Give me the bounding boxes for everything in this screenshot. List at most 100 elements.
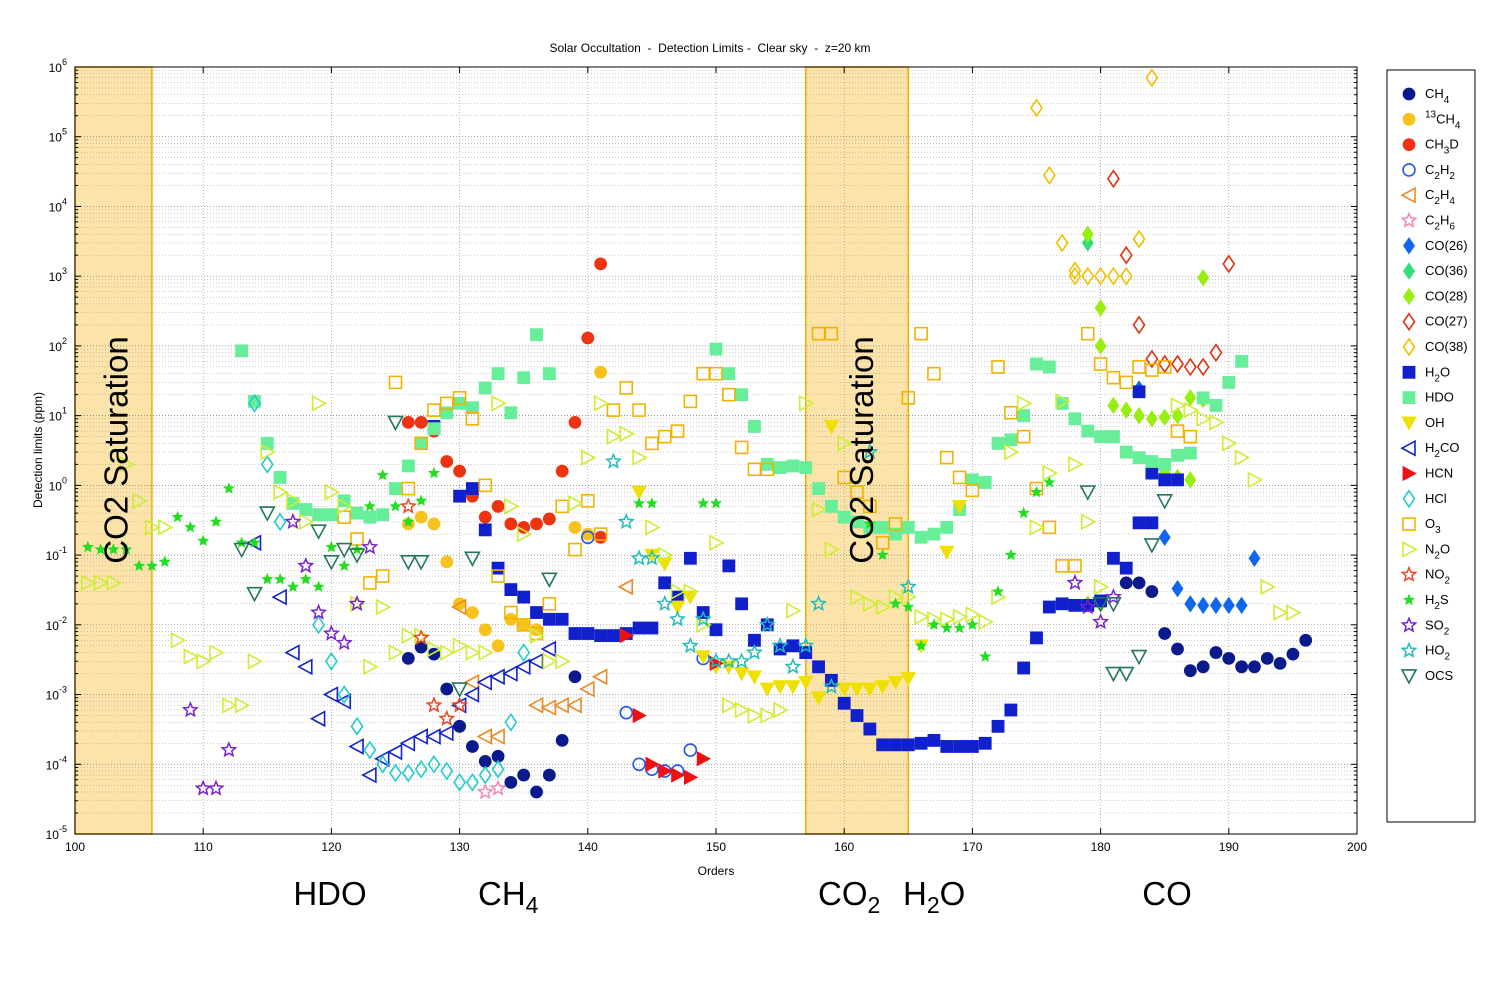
point-SO2 bbox=[310, 603, 328, 620]
point-HCl bbox=[414, 759, 428, 779]
point-SO2 bbox=[1066, 573, 1084, 591]
point-CH4 bbox=[1196, 660, 1210, 674]
legend-label-C2H4: C2H4 bbox=[1425, 187, 1455, 207]
point-OCS bbox=[1079, 485, 1097, 501]
point-O3 bbox=[619, 381, 634, 395]
point-CO(27) bbox=[1106, 169, 1120, 189]
x-tick-label: 140 bbox=[578, 840, 598, 854]
point-N2O bbox=[375, 598, 392, 616]
point-O3 bbox=[824, 326, 839, 341]
point-N2O bbox=[683, 583, 700, 600]
legend-entry-CO(28): CO(28) bbox=[1403, 287, 1468, 306]
label-h2o-h: H bbox=[903, 875, 927, 912]
series-N2O bbox=[81, 393, 1302, 724]
point-N2O bbox=[363, 658, 379, 676]
point-N2O bbox=[388, 644, 405, 661]
legend-entry-H2CO: H2CO bbox=[1400, 439, 1459, 460]
point-HO2 bbox=[810, 594, 828, 612]
point-O3 bbox=[465, 412, 480, 426]
point-H2S bbox=[966, 618, 979, 630]
point-H2S bbox=[1004, 548, 1017, 561]
point-OCS bbox=[399, 555, 417, 571]
legend-label-part: CH bbox=[1425, 137, 1444, 152]
point-HCl bbox=[389, 763, 402, 783]
series-C2H4 bbox=[450, 578, 634, 745]
point-H2S bbox=[992, 585, 1005, 597]
point-H2CO bbox=[399, 734, 416, 752]
point-CH4 bbox=[1235, 660, 1249, 674]
point-O3 bbox=[1170, 424, 1185, 438]
point-H2CO bbox=[425, 728, 441, 745]
point-HCN bbox=[632, 707, 647, 724]
point-C2H4 bbox=[617, 578, 634, 596]
point-HDO bbox=[466, 401, 479, 415]
point-OCS bbox=[335, 542, 353, 559]
point-O3 bbox=[1068, 559, 1082, 573]
point-H2CO bbox=[463, 686, 480, 703]
point-CH4 bbox=[1286, 647, 1300, 661]
point-N2O bbox=[337, 498, 353, 515]
point-C2H4 bbox=[527, 697, 544, 714]
point-CH3D bbox=[594, 530, 608, 544]
point-HDO bbox=[991, 436, 1005, 450]
point-SO2 bbox=[181, 701, 199, 718]
legend-label-part: H bbox=[1425, 440, 1434, 455]
point-N2O bbox=[1055, 393, 1071, 410]
point-CH4 bbox=[1132, 576, 1146, 590]
point-H2S bbox=[210, 515, 223, 527]
point-HO2 bbox=[899, 578, 917, 595]
point-CO(26) bbox=[1158, 528, 1171, 546]
point-H2O bbox=[632, 621, 646, 635]
point-CO(38) bbox=[1081, 266, 1095, 286]
point-O3 bbox=[414, 436, 428, 451]
point-HCl bbox=[478, 765, 492, 785]
y-tick-exponent: -4 bbox=[59, 754, 67, 764]
point-N2O bbox=[850, 588, 866, 606]
point-OCS bbox=[1105, 666, 1122, 683]
point-C2H2 bbox=[619, 705, 634, 720]
point-OCS bbox=[412, 555, 430, 571]
point-H2O bbox=[850, 709, 864, 722]
point-CO(26) bbox=[1235, 596, 1248, 615]
legend-label-part: H bbox=[1425, 364, 1434, 379]
point-N2O bbox=[247, 652, 264, 670]
legend-label-part: 2 bbox=[1434, 222, 1440, 233]
point-N2O bbox=[222, 697, 238, 714]
point-N2O bbox=[81, 574, 97, 592]
point-HDO bbox=[440, 406, 454, 420]
point-CH4 bbox=[517, 768, 531, 782]
label-ch4-sub: 4 bbox=[526, 892, 539, 918]
y-tick-base: 10 bbox=[49, 340, 63, 354]
y-tick-exponent: -3 bbox=[59, 685, 67, 695]
x-tick-label: 160 bbox=[834, 840, 854, 854]
point-O3 bbox=[645, 436, 659, 451]
point-O3 bbox=[555, 499, 569, 514]
point-HO2 bbox=[733, 652, 751, 669]
point-O3 bbox=[850, 485, 864, 499]
legend-label-part: CO(36) bbox=[1425, 263, 1468, 278]
legend-marker-HDO bbox=[1402, 391, 1416, 405]
point-N2O bbox=[1273, 604, 1289, 621]
point-OH bbox=[887, 675, 904, 691]
point-O3 bbox=[811, 326, 826, 341]
point-OH bbox=[836, 682, 852, 697]
point-O3 bbox=[504, 605, 518, 620]
point-H2S bbox=[633, 497, 646, 509]
point-O3 bbox=[516, 618, 531, 632]
molecule-labels: HDO CH4 CO2 H2O CO bbox=[293, 875, 1191, 918]
point-H2S bbox=[81, 540, 94, 553]
legend-marker-C2H4 bbox=[1400, 186, 1416, 204]
point-CH3D bbox=[581, 331, 595, 345]
point-CH3D bbox=[491, 499, 505, 513]
point-C2H4 bbox=[489, 728, 505, 745]
point-OCS bbox=[1130, 649, 1148, 666]
series-O3 bbox=[337, 326, 1198, 641]
point-HDO bbox=[786, 459, 800, 473]
point-H2O bbox=[812, 660, 825, 674]
legend-label-OCS: OCS bbox=[1425, 668, 1454, 683]
point-13CH4 bbox=[440, 555, 454, 569]
point-HDO bbox=[1183, 446, 1197, 460]
point-H2CO bbox=[373, 750, 390, 768]
point-H2O bbox=[927, 733, 941, 747]
point-H2O bbox=[568, 627, 582, 640]
